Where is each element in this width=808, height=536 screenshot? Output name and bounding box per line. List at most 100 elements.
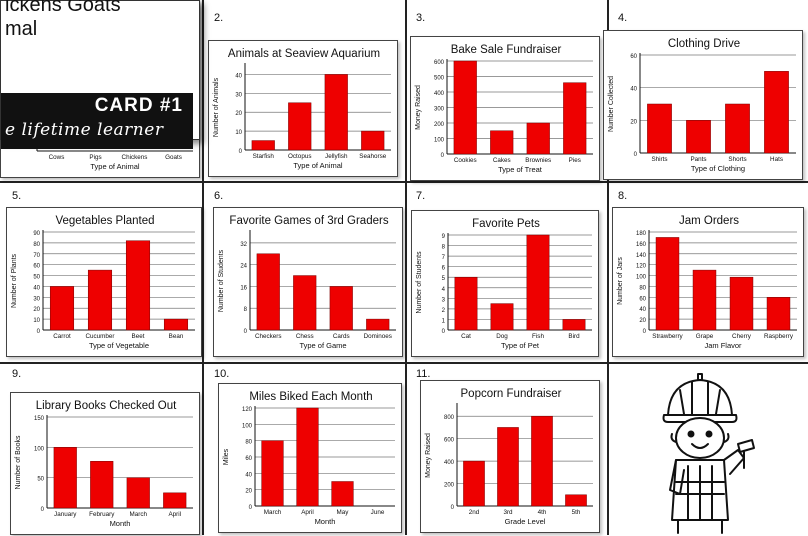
card-subtitle: e lifetime learner <box>5 120 164 140</box>
y-tick-label: 40 <box>33 285 40 291</box>
x-tick-label: June <box>371 509 385 516</box>
y-axis-label: Money Raised <box>415 85 422 130</box>
y-tick-label: 180 <box>636 231 647 237</box>
card-number: 8. <box>618 190 628 202</box>
chart-card-10: Miles Biked Each Month 0 20 40 60 80 100 120 Mar… <box>218 383 402 533</box>
y-tick-label: 16 <box>240 285 247 291</box>
grid-line <box>0 181 808 183</box>
x-tick-label: March <box>130 511 148 518</box>
x-axis-label: Type of Clothing <box>691 164 745 173</box>
y-tick-label: 70 <box>33 253 40 259</box>
card-number: 7. <box>416 190 426 202</box>
y-tick-label: 32 <box>240 242 247 248</box>
bar <box>163 492 187 509</box>
y-tick-label: 9 <box>442 234 446 240</box>
chart-title: Library Books Checked Out <box>36 400 177 412</box>
y-tick-label: 90 <box>33 231 40 237</box>
y-tick-label: 80 <box>33 242 40 248</box>
y-tick-label: 0 <box>239 149 243 155</box>
y-axis-label: Number Collected <box>608 76 615 132</box>
x-tick-label: Bean <box>169 333 184 340</box>
y-tick-label: 80 <box>639 285 646 291</box>
y-tick-label: 10 <box>235 130 242 136</box>
bar <box>361 130 385 151</box>
y-tick-label: 80 <box>245 440 252 446</box>
x-tick-label: Seahorse <box>359 153 386 160</box>
x-tick-label: Pies <box>569 157 581 164</box>
x-tick-label: Shirts <box>651 156 667 163</box>
construction-worker-icon <box>662 373 755 534</box>
y-tick-label: 40 <box>235 73 242 79</box>
y-axis-label: Number of Jars <box>617 257 624 305</box>
bar <box>453 60 477 155</box>
x-axis-label: Month <box>315 517 336 526</box>
y-axis-label: Number of Books <box>15 435 22 490</box>
y-tick-label: 0 <box>442 329 446 335</box>
x-tick-label: Fish <box>532 333 544 340</box>
bar <box>256 253 280 331</box>
y-tick-label: 40 <box>639 307 646 313</box>
card-header-line: mal <box>5 18 38 40</box>
x-axis-label: Type of Pet <box>501 341 540 350</box>
y-tick-label: 5 <box>442 276 446 282</box>
y-tick-label: 800 <box>444 415 455 421</box>
bar <box>49 286 75 331</box>
card-header-text: ickens Goats mal <box>5 0 121 41</box>
bar <box>764 71 789 154</box>
bar <box>329 286 353 331</box>
card-title: CARD #1 <box>94 95 183 116</box>
x-tick-label: Pigs <box>89 154 101 161</box>
x-tick-label: Cucumber <box>85 333 114 340</box>
x-axis-label: Type of Treat <box>498 165 543 174</box>
bar <box>125 240 151 331</box>
bar <box>87 269 113 331</box>
x-tick-label: February <box>89 511 115 518</box>
card-overlay: ickens Goats mal CARD #1 e lifetime lear… <box>0 0 200 149</box>
chart-title: Bake Sale Fundraiser <box>451 44 562 56</box>
bar <box>126 477 150 509</box>
y-axis-label: Number of Students <box>416 251 423 314</box>
chart-title: Favorite Pets <box>472 218 540 230</box>
y-tick-label: 0 <box>643 329 647 335</box>
y-tick-label: 8 <box>244 307 248 313</box>
y-tick-label: 120 <box>636 264 647 270</box>
x-tick-label: Pants <box>690 156 706 163</box>
x-tick-label: Strawberry <box>652 333 683 340</box>
x-tick-label: Grape <box>696 333 714 340</box>
x-tick-label: Brownies <box>525 157 551 164</box>
y-tick-label: 100 <box>434 138 445 144</box>
bar <box>526 234 550 331</box>
y-tick-label: 400 <box>444 460 455 466</box>
bar <box>490 303 514 331</box>
y-tick-label: 50 <box>33 275 40 281</box>
y-tick-label: 60 <box>245 456 252 462</box>
y-tick-label: 400 <box>434 91 445 97</box>
x-tick-label: Cat <box>461 333 471 340</box>
x-axis-label: Type of Animal <box>293 161 343 170</box>
x-tick-label: Bird <box>568 333 580 340</box>
bar <box>655 237 680 331</box>
bar <box>725 103 750 154</box>
y-tick-label: 50 <box>37 477 44 483</box>
y-tick-label: 20 <box>235 111 242 117</box>
chart-card-5: Vegetables Planted 0 10 20 30 40 50 60 70 80 90 Car… <box>6 207 202 357</box>
x-tick-label: Octopus <box>288 153 311 160</box>
y-tick-label: 600 <box>444 438 455 444</box>
y-tick-label: 6 <box>442 266 446 272</box>
y-tick-label: 0 <box>634 152 638 158</box>
chart-card-9: Library Books Checked Out 0 50 100 150 Januar… <box>10 392 200 535</box>
bar <box>526 122 550 155</box>
y-tick-label: 30 <box>33 296 40 302</box>
card-number: 10. <box>214 368 230 380</box>
x-tick-label: May <box>337 509 350 516</box>
y-tick-label: 100 <box>242 423 253 429</box>
bar <box>531 415 553 507</box>
y-tick-label: 20 <box>639 318 646 324</box>
x-tick-label: Cakes <box>493 157 511 164</box>
y-tick-label: 120 <box>242 407 253 413</box>
y-axis-label: Number of Plants <box>11 253 18 308</box>
y-tick-label: 8 <box>442 245 446 251</box>
y-tick-label: 600 <box>434 60 445 66</box>
card-header-line: ickens Goats <box>5 0 121 16</box>
